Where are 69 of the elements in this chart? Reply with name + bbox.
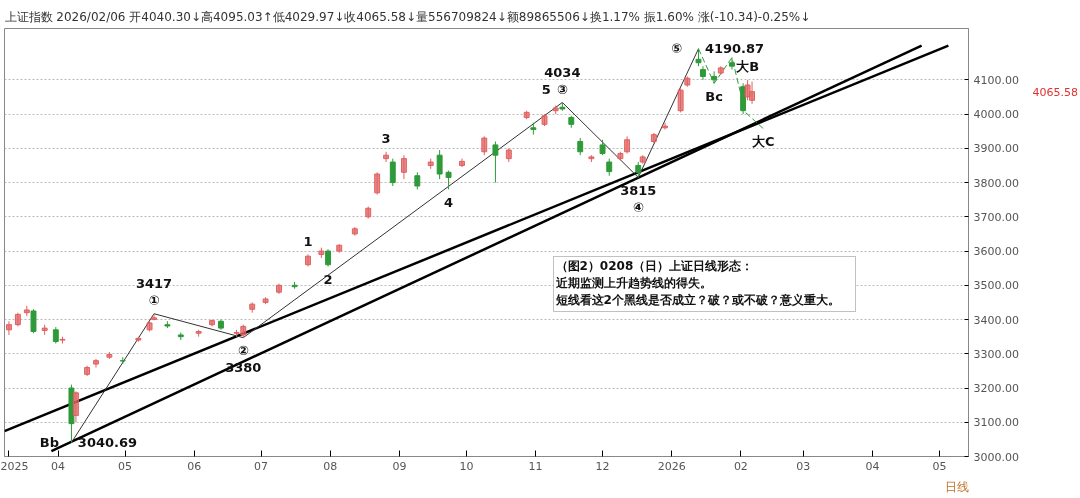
- x-tick-label: 11: [528, 459, 543, 473]
- x-tick-label: 06: [187, 459, 202, 473]
- candlestick: [383, 151, 390, 163]
- annotation: ①: [148, 293, 160, 309]
- annotation: 4: [444, 194, 454, 210]
- candlestick: [677, 87, 684, 113]
- annotation: 3815: [620, 182, 657, 198]
- annotation: 3040.69: [77, 435, 138, 451]
- annotation: 3: [381, 131, 391, 147]
- text: 4065.58: [1032, 85, 1078, 99]
- candlestick: [744, 79, 751, 101]
- x-tick-label: 2025: [0, 459, 29, 473]
- annotation: 短线看这2个黑线是否成立？破？或不破？意义重大。: [554, 292, 840, 307]
- candlestick: [389, 158, 396, 187]
- annotation: 5: [541, 81, 551, 97]
- x-tick-label: 08: [323, 459, 338, 473]
- annotation: ④: [632, 199, 644, 215]
- annotation: 4190.87: [704, 41, 765, 57]
- y-tick-label: 3700.00: [973, 210, 1019, 224]
- candlestick: [729, 57, 735, 71]
- candlestick: [6, 320, 12, 336]
- y-tick-label: 3600.00: [973, 245, 1019, 259]
- x-tick-label: 04: [865, 459, 880, 473]
- candlestick: [374, 171, 381, 196]
- y-tick-label: 3500.00: [973, 279, 1019, 293]
- annotation: 近期监测上升趋势线的得失。: [554, 275, 712, 290]
- x-tick-label: 03: [796, 459, 811, 473]
- annotation: Bc: [705, 88, 723, 104]
- x-tick-label: 05: [932, 459, 947, 473]
- x-tick-label: 10: [459, 459, 474, 473]
- y-tick-label: 3300.00: [973, 347, 1019, 361]
- candlestick: [662, 122, 668, 131]
- candlestick: [711, 70, 718, 84]
- y-tick-label: 4000.00: [973, 108, 1019, 122]
- x-tick-label: 2026: [657, 459, 686, 473]
- annotation: ②: [237, 343, 249, 359]
- x-tick-label: 04: [51, 459, 66, 473]
- annotation: （图2）0208（日）上证日线形态：: [555, 258, 754, 273]
- x-tick-label: 05: [118, 459, 132, 473]
- candlestick: [445, 170, 452, 190]
- annotation: ⑤: [670, 41, 682, 57]
- y-tick-label: 3100.00: [973, 416, 1019, 430]
- chart-title: 上证指数 2026/02/06 开4040.30↓高4095.03↑低4029.97↓收4065.58↓量556709824↓额89865506↓换1.17% 振1.60% 涨(-10.34)-0.25%↓: [4, 9, 811, 24]
- x-tick-label: 09: [392, 459, 407, 473]
- y-tick-label: 4100.00: [973, 73, 1019, 87]
- candlestick: [436, 149, 443, 180]
- y-tick-label: 3000.00: [973, 450, 1019, 464]
- x-tick-label: 02: [733, 459, 748, 473]
- candlestick: [400, 154, 407, 180]
- annotation: Bb: [39, 435, 60, 451]
- candlestick: [30, 308, 37, 334]
- y-tick-label: 3900.00: [973, 142, 1019, 156]
- candlestick: [492, 140, 499, 184]
- annotation: 大B: [736, 59, 760, 75]
- x-tick-label: 12: [595, 459, 610, 473]
- annotation: 3417: [135, 276, 173, 292]
- x-tick-label: 07: [254, 459, 269, 473]
- candlestick: [72, 390, 79, 423]
- annotation: 4034: [544, 64, 581, 80]
- annotation: 3380: [225, 360, 262, 376]
- y-tick-label: 3800.00: [973, 176, 1019, 190]
- annotation: 大C: [751, 133, 775, 149]
- text: 日线: [944, 479, 969, 494]
- annotation: 1: [303, 233, 313, 249]
- candlestick: [481, 135, 488, 156]
- y-tick-label: 3400.00: [973, 313, 1019, 327]
- y-tick-label: 3200.00: [973, 382, 1019, 396]
- annotation: ③: [556, 81, 568, 97]
- annotation: 2: [323, 271, 333, 287]
